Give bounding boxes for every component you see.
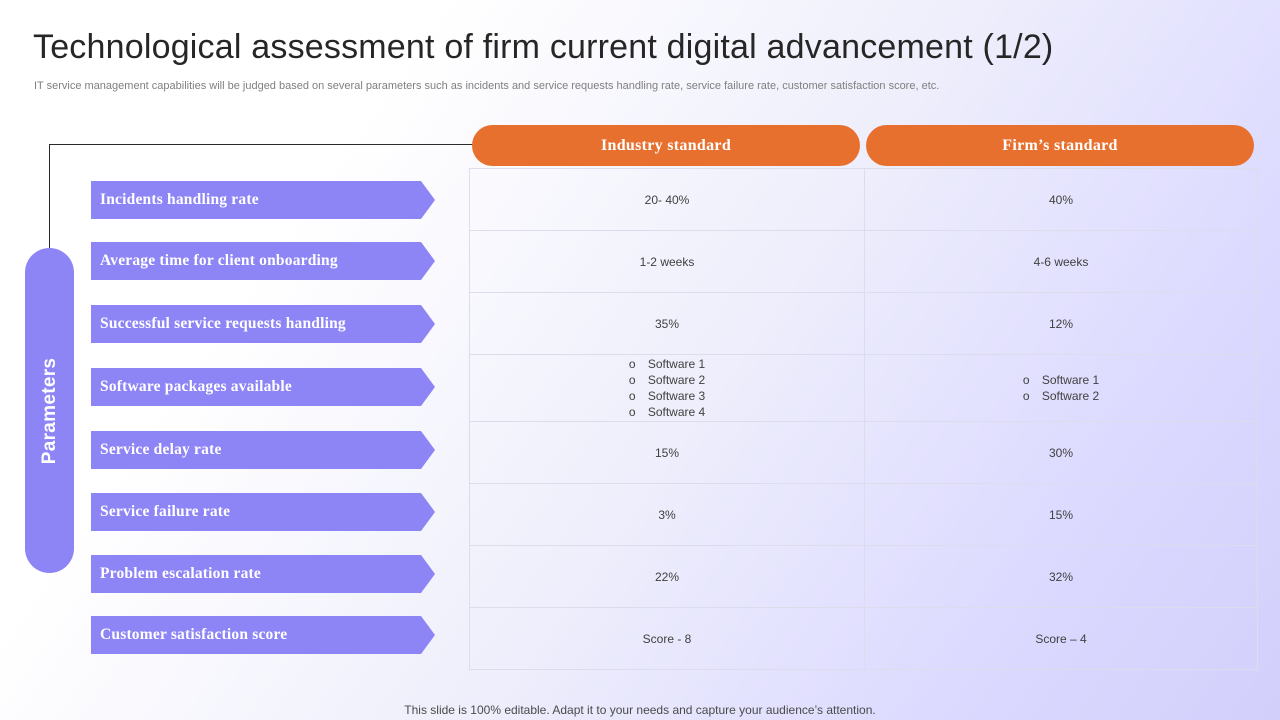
page-subtitle: IT service management capabilities will … (34, 80, 940, 92)
table-cell-industry: 20- 40% (470, 169, 865, 231)
software-list-industry: Software 1 Software 2 Software 3 Softwar… (629, 356, 705, 420)
row-label-incidents-handling-rate: Incidents handling rate (91, 181, 435, 219)
row-label-service-requests-handling: Successful service requests handling (91, 305, 435, 343)
table-cell-industry: 3% (470, 484, 865, 546)
list-item: Software 3 (629, 388, 705, 404)
parameters-label: Parameters (38, 357, 60, 464)
row-label-client-onboarding-time: Average time for client onboarding (91, 242, 435, 280)
table-cell-firm: 40% (865, 169, 1258, 231)
software-list-firm: Software 1 Software 2 (1023, 372, 1099, 404)
list-item: Software 2 (1023, 388, 1099, 404)
row-label-service-delay-rate: Service delay rate (91, 431, 435, 469)
table-cell-firm: 4-6 weeks (865, 231, 1258, 293)
table-cell-firm: 30% (865, 422, 1258, 484)
column-header-firm-standard: Firm’s standard (866, 125, 1254, 166)
table-cell-firm-software-list: Software 1 Software 2 (865, 355, 1258, 422)
table-cell-firm: 15% (865, 484, 1258, 546)
table-cell-firm: 32% (865, 546, 1258, 608)
table-cell-firm: 12% (865, 293, 1258, 355)
table-cell-industry: Score - 8 (470, 608, 865, 670)
table-cell-industry: 15% (470, 422, 865, 484)
comparison-table: 20- 40% 40% 1-2 weeks 4-6 weeks 35% 12% … (469, 168, 1258, 670)
table-cell-industry: 22% (470, 546, 865, 608)
list-item: Software 1 (1023, 372, 1099, 388)
row-label-problem-escalation-rate: Problem escalation rate (91, 555, 435, 593)
list-item: Software 4 (629, 404, 705, 420)
table-cell-industry: 1-2 weeks (470, 231, 865, 293)
list-item: Software 1 (629, 356, 705, 372)
column-header-industry-standard: Industry standard (472, 125, 860, 166)
row-label-software-packages: Software packages available (91, 368, 435, 406)
table-cell-industry: 35% (470, 293, 865, 355)
row-label-customer-satisfaction: Customer satisfaction score (91, 616, 435, 654)
page-title: Technological assessment of firm current… (33, 28, 1054, 66)
table-cell-firm: Score – 4 (865, 608, 1258, 670)
footer-note: This slide is 100% editable. Adapt it to… (404, 703, 876, 717)
row-label-service-failure-rate: Service failure rate (91, 493, 435, 531)
bracket-connector-line (49, 144, 473, 250)
table-cell-industry-software-list: Software 1 Software 2 Software 3 Softwar… (470, 355, 865, 422)
list-item: Software 2 (629, 372, 705, 388)
parameters-pill: Parameters (25, 248, 74, 573)
